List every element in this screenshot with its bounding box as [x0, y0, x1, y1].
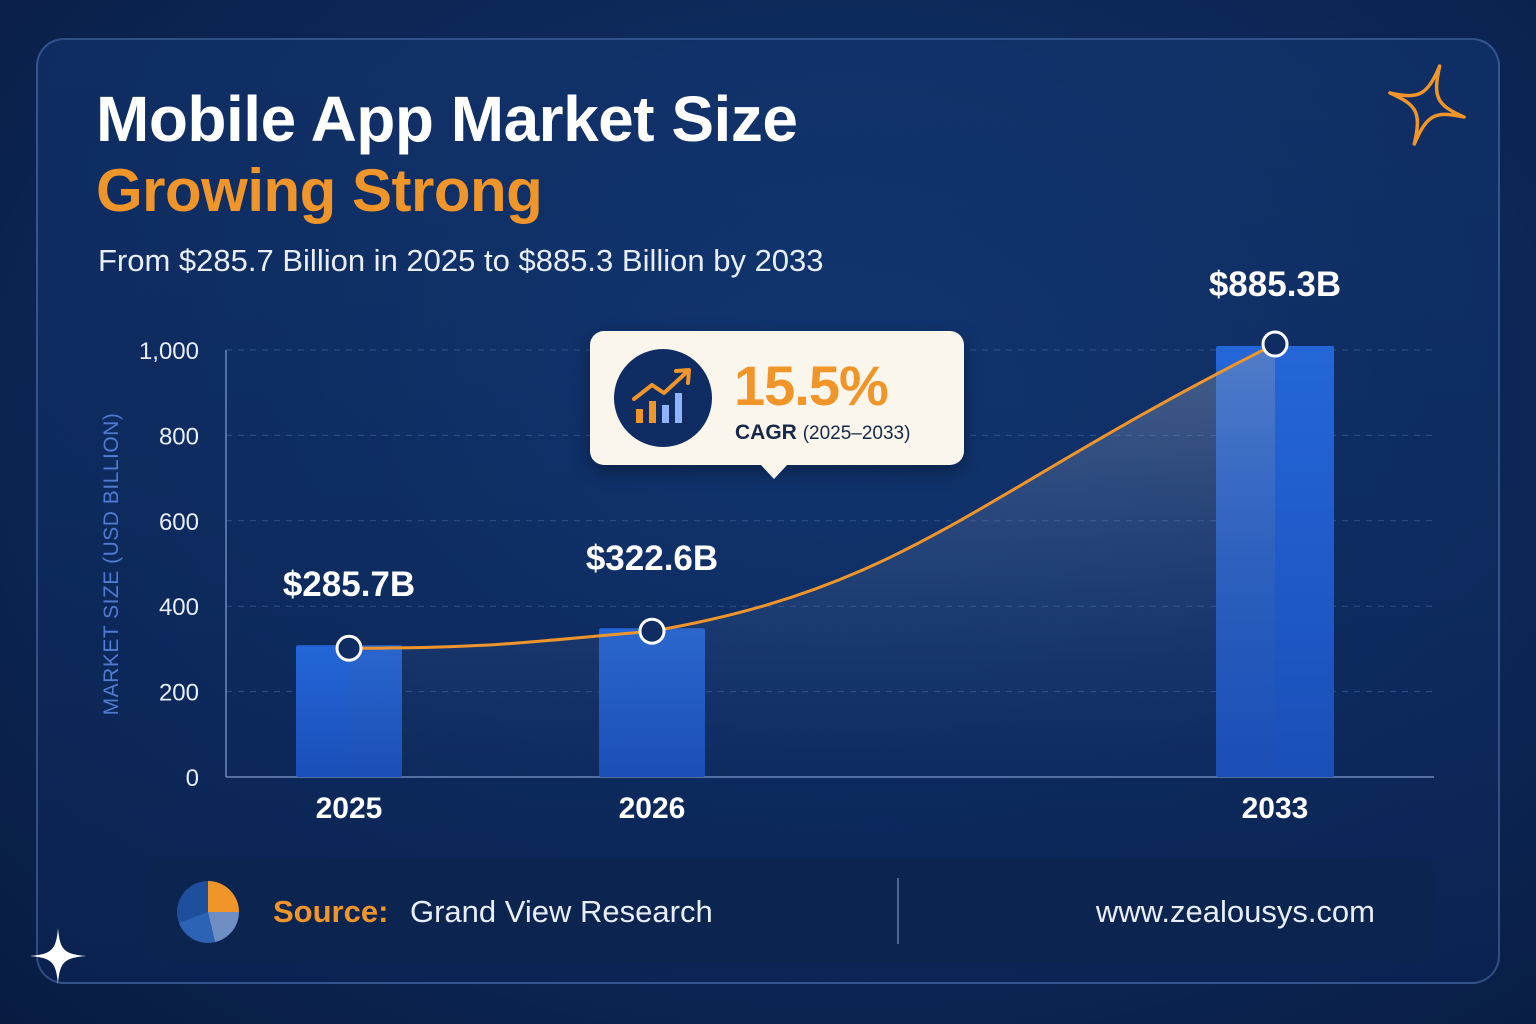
cagr-label: CAGR (2025–2033) — [735, 421, 910, 445]
page-title-highlight: Growing Strong — [96, 157, 543, 224]
footer-divider — [897, 878, 899, 944]
page-subtitle: From $285.7 Billion in 2025 to $885.3 Bi… — [98, 243, 824, 278]
growth-chart-icon — [614, 349, 712, 447]
trend-area — [349, 344, 1275, 777]
y-tick-label: 200 — [159, 680, 199, 707]
source-value: Grand View Research — [410, 894, 713, 929]
data-point-marker — [1261, 330, 1289, 358]
sparkle-small-icon — [30, 928, 86, 984]
data-value-label: $322.6B — [586, 539, 718, 578]
y-tick-label: 600 — [159, 509, 199, 536]
pie-chart-icon — [177, 881, 239, 943]
x-tick-label: 2025 — [316, 792, 383, 825]
source-label: Source: — [273, 894, 389, 929]
y-tick-label: 0 — [186, 765, 199, 792]
source-footer: Source: Grand View Research www.zealousy… — [145, 858, 1435, 962]
x-tick-label: 2033 — [1242, 792, 1309, 825]
cagr-range: (2025–2033) — [802, 423, 911, 444]
data-point-marker — [335, 634, 363, 662]
sparkle-icon — [1388, 64, 1466, 146]
y-tick-label: 800 — [159, 423, 199, 450]
x-tick-label: 2026 — [619, 792, 686, 825]
website-link[interactable]: www.zealousys.com — [1095, 894, 1375, 929]
cagr-label-text: CAGR — [735, 421, 797, 444]
y-tick-label: 1,000 — [139, 338, 199, 365]
trend-line — [348, 342, 1276, 650]
y-tick-label: 400 — [159, 594, 199, 621]
data-point-marker — [638, 617, 666, 645]
page-title: Mobile App Market Size — [96, 83, 798, 155]
cagr-callout: 15.5% CAGR (2025–2033) — [590, 331, 964, 479]
cagr-value: 15.5% — [734, 354, 889, 417]
y-axis-title: MARKET SIZE (USD BILLION) — [100, 413, 123, 716]
data-value-label: $885.3B — [1209, 265, 1341, 304]
data-value-label: $285.7B — [283, 565, 415, 604]
